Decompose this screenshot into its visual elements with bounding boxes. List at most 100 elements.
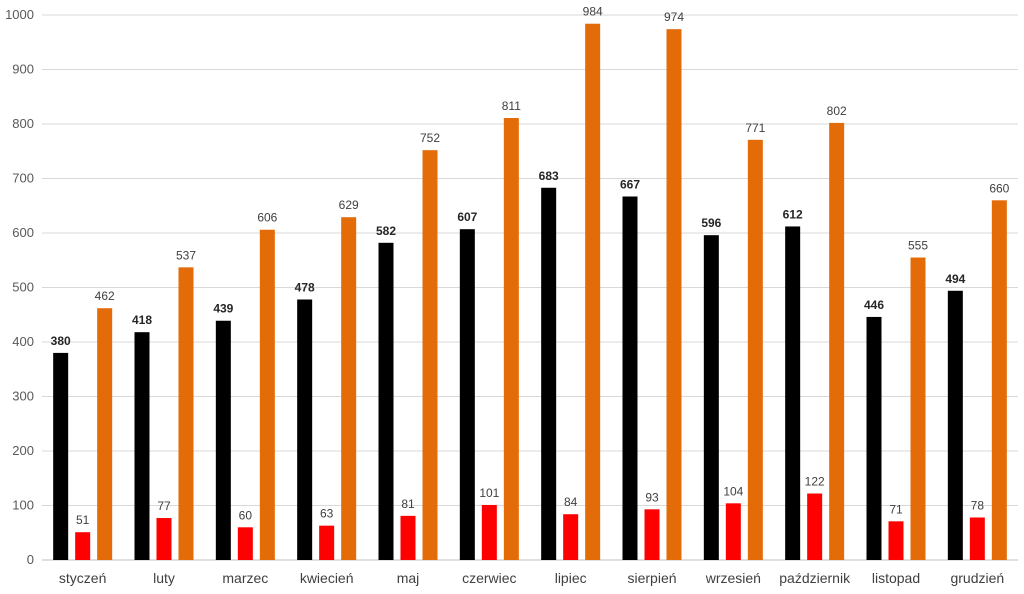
- bar-series-1-9: [785, 226, 801, 560]
- bar-series-1-8: [703, 235, 719, 560]
- data-label: 77: [157, 499, 171, 513]
- data-label: 418: [132, 313, 152, 327]
- x-category-label: lipiec: [555, 570, 587, 586]
- x-category-label: grudzień: [950, 570, 1004, 586]
- data-label: 101: [479, 486, 499, 500]
- data-label: 51: [76, 513, 90, 527]
- bar-series-3-6: [585, 23, 601, 561]
- bar-series-1-11: [947, 290, 963, 560]
- data-label: 84: [564, 495, 578, 509]
- y-tick-label: 200: [12, 443, 34, 458]
- y-tick-label: 400: [12, 334, 34, 349]
- y-tick-label: 600: [12, 225, 34, 240]
- data-label: 607: [457, 210, 477, 224]
- bar-series-3-3: [341, 217, 357, 560]
- bar-series-2-6: [563, 514, 579, 560]
- axis-layer: 0 100 200 300 400 500 600 700 800 900 1000 styczeń l…: [5, 7, 1018, 586]
- bar-series-2-10: [888, 521, 904, 560]
- x-category-label: maj: [397, 570, 420, 586]
- x-category-label: styczeń: [59, 570, 106, 586]
- y-tick-label: 1000: [5, 7, 34, 22]
- x-category-label: sierpień: [627, 570, 676, 586]
- bar-series-3-2: [259, 229, 275, 561]
- bar-series-3-1: [178, 267, 194, 560]
- data-label: 93: [645, 490, 659, 504]
- bar-series-1-2: [215, 320, 231, 560]
- data-label: 612: [783, 207, 803, 221]
- label-layer: 380 51 462 418 77 537 439 60 606 478 63 629 582 81 752…: [51, 5, 1010, 527]
- data-label: 752: [420, 131, 440, 145]
- data-label: 122: [805, 475, 825, 489]
- bar-series-1-3: [297, 299, 313, 560]
- bar-series-3-4: [422, 150, 438, 560]
- bar-series-3-11: [991, 200, 1007, 561]
- y-tick-label: 300: [12, 389, 34, 404]
- data-label: 596: [701, 216, 721, 230]
- bar-series-3-8: [747, 139, 763, 560]
- data-label: 537: [176, 248, 196, 262]
- data-label: 683: [539, 169, 559, 183]
- x-category-label: czerwiec: [462, 570, 516, 586]
- y-tick-label: 500: [12, 280, 34, 295]
- data-label: 446: [864, 298, 884, 312]
- bar-series-2-11: [969, 517, 985, 560]
- data-label: 984: [583, 5, 603, 19]
- data-label: 60: [239, 508, 253, 522]
- bar-series-2-0: [75, 532, 91, 560]
- data-label: 582: [376, 224, 396, 238]
- data-label: 811: [502, 99, 521, 113]
- x-category-label: październik: [779, 570, 851, 586]
- data-label: 802: [827, 104, 847, 118]
- data-label: 660: [989, 181, 1009, 195]
- data-label: 380: [51, 334, 71, 348]
- bar-series-3-0: [97, 308, 113, 560]
- x-category-label: wrzesień: [705, 570, 761, 586]
- bar-layer: [53, 23, 1007, 561]
- data-label: 494: [945, 272, 965, 286]
- data-label: 478: [295, 280, 315, 294]
- bar-series-1-5: [459, 229, 475, 560]
- bar-series-2-5: [481, 504, 497, 560]
- x-category-label: luty: [153, 570, 175, 586]
- data-label: 667: [620, 177, 640, 191]
- bar-series-3-5: [503, 118, 519, 560]
- y-tick-label: 800: [12, 116, 34, 131]
- y-tick-label: 100: [12, 498, 34, 513]
- data-label: 462: [95, 289, 115, 303]
- bar-series-3-7: [666, 29, 682, 561]
- y-tick-label: 900: [12, 62, 34, 77]
- bar-series-3-10: [910, 257, 926, 560]
- bar-series-3-9: [829, 122, 845, 560]
- data-label: 78: [971, 498, 985, 512]
- data-label: 63: [320, 507, 334, 521]
- bar-series-1-10: [866, 316, 882, 560]
- y-tick-label: 700: [12, 171, 34, 186]
- data-label: 771: [745, 121, 765, 135]
- y-tick-label: 0: [27, 552, 34, 567]
- bar-series-1-6: [541, 187, 557, 560]
- bar-series-1-4: [378, 242, 394, 560]
- data-label: 555: [908, 239, 928, 253]
- data-label: 104: [723, 484, 743, 498]
- x-category-label: marzec: [222, 570, 268, 586]
- data-label: 439: [213, 302, 233, 316]
- data-label: 974: [664, 10, 684, 24]
- bar-series-2-2: [237, 527, 253, 560]
- bar-series-2-7: [644, 509, 660, 560]
- bar-series-1-0: [53, 352, 69, 560]
- bar-series-2-4: [400, 515, 416, 560]
- bar-series-2-1: [156, 518, 172, 560]
- grid-layer: [42, 14, 1018, 561]
- x-category-label: listopad: [872, 570, 920, 586]
- bar-series-1-1: [134, 332, 150, 560]
- bar-series-1-7: [622, 196, 638, 561]
- data-label: 81: [401, 497, 415, 511]
- bar-series-2-8: [725, 503, 741, 560]
- data-label: 71: [889, 502, 903, 516]
- bar-series-2-9: [807, 493, 823, 560]
- bar-series-2-3: [319, 525, 335, 560]
- data-label: 606: [257, 211, 277, 225]
- data-label: 629: [339, 198, 359, 212]
